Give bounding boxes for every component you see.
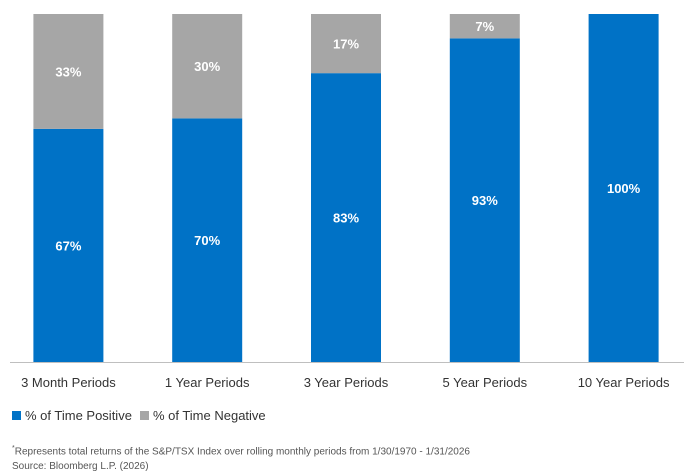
data-label-positive-4: 93% [472,193,498,208]
bar-negative-3 [311,14,381,74]
data-label-positive-2: 70% [194,233,220,248]
legend-item-positive: % of Time Positive [12,408,132,423]
data-label-negative-2: 30% [194,59,220,74]
category-label-4: 5 Year Periods [443,375,528,390]
legend: % of Time Positive % of Time Negative [12,408,274,423]
data-label-positive-1: 67% [55,238,81,253]
category-label-2: 1 Year Periods [165,375,250,390]
bar-positive-2 [172,118,243,363]
bar-positive-3 [311,73,381,362]
footnote: *Represents total returns of the S&P/TSX… [12,441,470,474]
legend-label-negative: % of Time Negative [152,408,266,423]
bar-positive-5 [588,14,659,362]
category-label-3: 3 Year Periods [304,375,389,390]
bar-negative-1 [33,14,104,129]
footnote-text: Represents total returns of the S&P/TSX … [14,446,470,458]
legend-swatch-positive [12,411,21,420]
legend-item-negative: % of Time Negative [139,408,266,423]
bar-positive-1 [33,128,104,362]
footnote-source: Source: Bloomberg L.P. (2026) [12,461,149,473]
footnote-note: *Represents total returns of the S&P/TSX… [12,441,470,459]
bar-positive-4 [449,38,520,363]
stacked-bar-chart: 67% 33% 3 Month Periods 70% 30% 1 Year Period… [10,14,684,390]
legend-swatch-negative [139,411,149,420]
legend-label-positive: % of Time Positive [25,408,132,423]
data-label-positive-5: 100% [607,181,641,196]
bar-negative-2 [172,14,243,119]
data-label-positive-3: 83% [333,211,359,226]
footnote-marker: * [12,445,15,452]
category-label-5: 10 Year Periods [578,375,670,390]
category-label-1: 3 Month Periods [21,375,116,390]
data-label-negative-3: 17% [333,37,359,52]
bar-negative-4 [449,14,520,39]
data-label-negative-1: 33% [55,64,81,79]
data-label-negative-4: 7% [475,19,494,34]
chart-area: 67% 33% 3 Month Periods 70% 30% 1 Year Period… [10,14,684,390]
